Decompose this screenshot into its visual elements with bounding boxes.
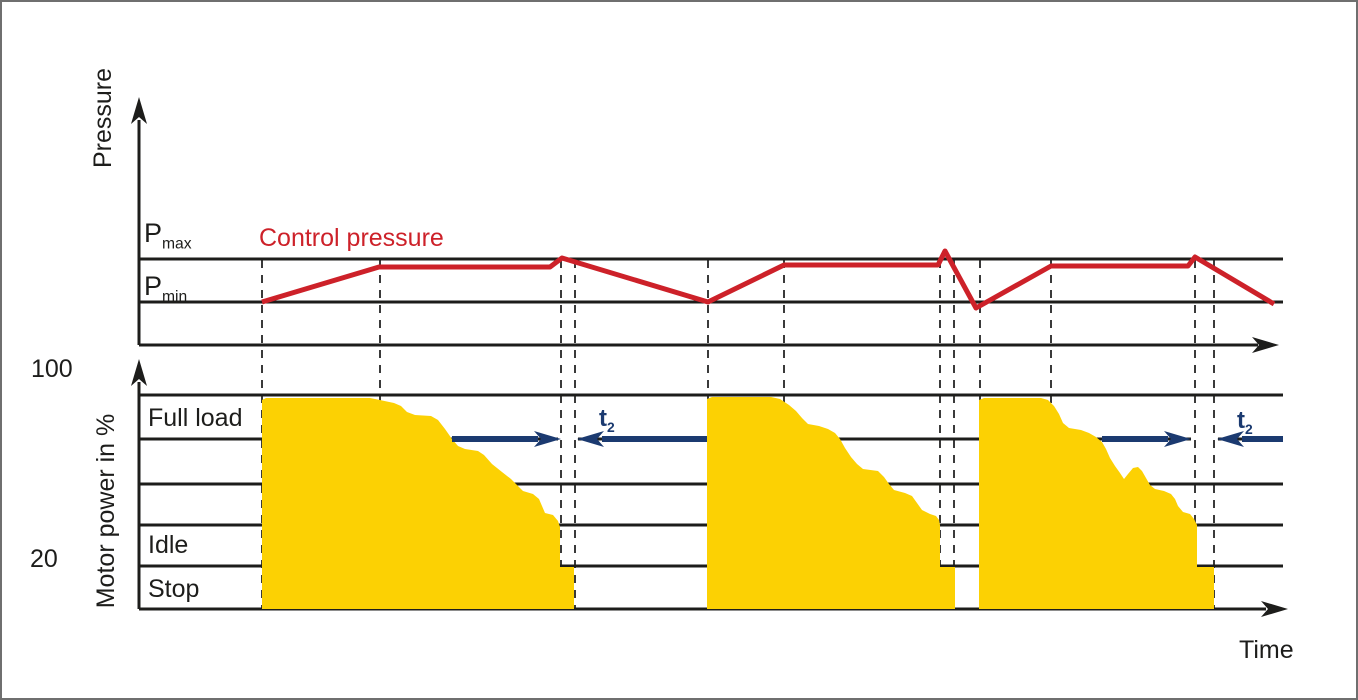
motor-power-area-1 bbox=[262, 398, 574, 609]
pmin-label: Pmin bbox=[144, 272, 187, 306]
pressure-axis-arrowhead bbox=[131, 97, 147, 124]
t2-arrowhead-right-1 bbox=[534, 431, 561, 447]
t2-label-1: t2 bbox=[599, 406, 615, 434]
full-load-label: Full load bbox=[148, 404, 243, 432]
idle-label: Idle bbox=[148, 531, 189, 559]
t2-sub: 2 bbox=[607, 418, 615, 435]
motor-power-axis-label: Motor power in % bbox=[91, 413, 120, 609]
motor-power-area-2 bbox=[707, 397, 955, 609]
t2-base: t bbox=[599, 405, 607, 432]
t2-arrowhead-right-2 bbox=[1164, 431, 1191, 447]
motor-power-area-3 bbox=[979, 398, 1214, 609]
pressure-time-axis-arrowhead bbox=[1252, 337, 1279, 353]
t2-arrowhead-left-1 bbox=[577, 431, 604, 447]
pmax-base: P bbox=[144, 218, 163, 248]
control-pressure-label: Control pressure bbox=[259, 224, 444, 252]
time-axis-arrowhead bbox=[1261, 601, 1288, 617]
pmax-label: Pmax bbox=[144, 219, 192, 253]
pmin-sub: min bbox=[162, 288, 188, 306]
time-axis-label: Time bbox=[1239, 636, 1294, 664]
pmin-base: P bbox=[144, 271, 163, 301]
tick-20-label: 20 bbox=[30, 545, 58, 573]
t2-sub: 2 bbox=[1245, 420, 1253, 437]
motor-power-axis-arrowhead bbox=[131, 359, 147, 386]
tick-100-label: 100 bbox=[31, 355, 73, 383]
stop-label: Stop bbox=[148, 575, 200, 603]
control-pressure-line bbox=[261, 248, 1276, 311]
pressure-axis-label: Pressure bbox=[88, 67, 117, 169]
t2-arrowhead-left-2 bbox=[1217, 431, 1244, 447]
t2-base: t bbox=[1237, 407, 1245, 434]
pmax-sub: max bbox=[162, 235, 192, 253]
t2-label-2: t2 bbox=[1237, 408, 1253, 436]
